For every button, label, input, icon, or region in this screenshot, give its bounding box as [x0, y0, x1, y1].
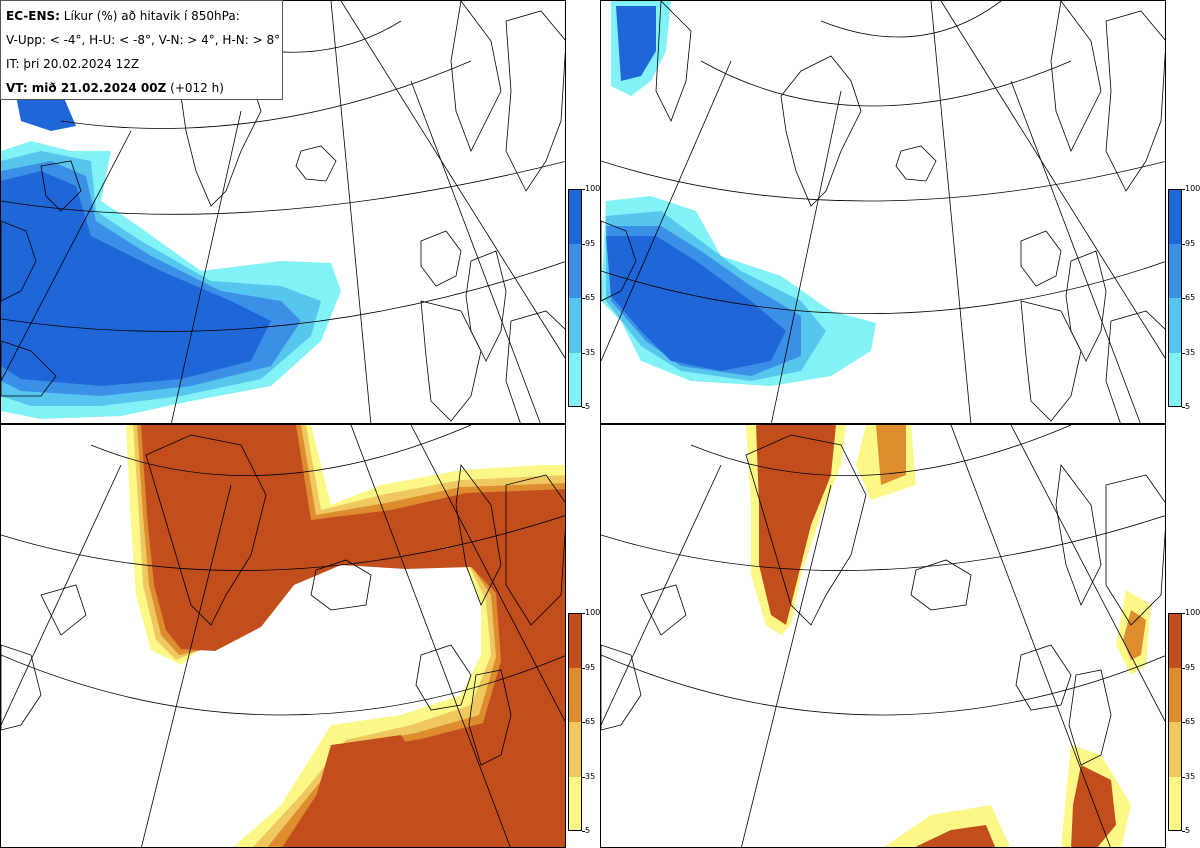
colorbar-tick-mark: [582, 298, 585, 299]
colorbar-tick-mark: [582, 243, 585, 245]
info-initial-time: IT: þri 20.02.2024 12Z: [6, 57, 140, 71]
colorbar-tick-mark: [1182, 667, 1185, 669]
colorbar-tick-label: 100: [1185, 608, 1200, 617]
colorbar-tick-label: 100: [1185, 184, 1200, 193]
info-title: EC-ENS: Líkur (%) að hitavik í 850hPa:: [6, 9, 240, 23]
colorbar-cold-top-right: 100 95 65 35 5: [1168, 185, 1200, 411]
colorbar-tick-mark: [582, 189, 585, 190]
colorbar-tick-label: 65: [585, 293, 596, 302]
colorbar-tick-mark: [582, 613, 585, 614]
prob-area-core-south: [301, 735, 431, 847]
colorbar-segment: [1168, 722, 1182, 777]
colorbar-segment: [568, 722, 582, 777]
colorbar-tick-mark: [582, 776, 585, 778]
colorbar-tick-mark: [1182, 189, 1185, 190]
colorbar-frame: [568, 613, 582, 831]
colorbar-tick-label: 65: [1185, 293, 1196, 302]
map-canvas: [1, 1, 565, 423]
colorbar-tick-mark: [582, 407, 585, 408]
colorbar-tick-mark: [582, 831, 585, 832]
colorbar-tick-mark: [1182, 243, 1185, 245]
colorbar-segment: [568, 352, 582, 407]
coastlines: [1, 1, 565, 423]
prob-area-core-nw: [616, 6, 656, 81]
colorbar-tick-label: 5: [585, 826, 591, 835]
colorbar-segment: [568, 189, 582, 244]
colorbar-segment: [1168, 776, 1182, 831]
colorbar-tick-label: 100: [585, 184, 601, 193]
colorbar-warm-bottom-left: 100 95 65 35 5: [568, 609, 600, 835]
colorbar-tick-mark: [582, 667, 585, 669]
colorbar-tick-label: 35: [585, 347, 596, 357]
colorbar-frame: [1168, 189, 1182, 407]
map-canvas: [1, 425, 565, 847]
colorbar-frame: [568, 189, 582, 407]
map-panel-cold-4: [0, 0, 566, 424]
graticule: [1, 1, 565, 423]
colorbar-tick-label: 95: [1185, 238, 1196, 248]
colorbar-tick-mark: [582, 722, 585, 723]
colorbar-segment: [568, 298, 582, 353]
prob-area-core: [1, 171, 271, 386]
colorbar-tick-label: 95: [585, 662, 596, 672]
colorbar-tick-label: 5: [585, 402, 591, 411]
prob-area-core: [756, 425, 836, 625]
colorbar-segment: [568, 776, 582, 831]
colorbar-tick-mark: [1182, 831, 1185, 832]
colorbar-segment: [568, 613, 582, 668]
colorbar-tick-label: 5: [1185, 826, 1191, 835]
colorbar-tick-mark: [582, 352, 585, 354]
colorbar-cold-top-left: 100 95 65 35 5: [568, 185, 600, 411]
colorbar-tick-label: 65: [585, 717, 596, 726]
colorbar-tick-mark: [1182, 352, 1185, 354]
info-box: EC-ENS: Líkur (%) að hitavik í 850hPa: V…: [0, 0, 283, 100]
colorbar-segment: [1168, 243, 1182, 298]
coastlines: [601, 434, 1165, 766]
map-canvas: [601, 1, 1165, 423]
colorbar-tick-label: 95: [585, 238, 596, 248]
graticule: [1, 425, 565, 847]
map-panel-warm-4: [0, 424, 566, 848]
colorbar-tick-mark: [1182, 407, 1185, 408]
graticule: [601, 425, 1165, 847]
colorbar-warm-bottom-right: 100 95 65 35 5: [1168, 609, 1200, 835]
prob-area-core: [606, 236, 786, 371]
colorbar-tick-mark: [1182, 722, 1185, 723]
colorbar-segment: [1168, 667, 1182, 722]
info-thresholds: V-Upp: < -4°, H-U: < -8°, V-N: > 4°, H-N…: [6, 33, 281, 47]
info-valid-time: VT: mið 21.02.2024 00Z (+012 h): [6, 81, 224, 95]
colorbar-tick-label: 35: [1185, 771, 1196, 781]
map-panel-cold-8: [600, 0, 1166, 424]
colorbar-frame: [1168, 613, 1182, 831]
map-canvas: [601, 425, 1165, 847]
colorbar-tick-mark: [1182, 298, 1185, 299]
colorbar-tick-label: 35: [585, 771, 596, 781]
prob-area-core-sw: [915, 825, 996, 847]
colorbar-tick-mark: [1182, 613, 1185, 614]
colorbar-tick-label: 65: [1185, 717, 1196, 726]
colorbar-segment: [568, 243, 582, 298]
colorbar-segment: [1168, 189, 1182, 244]
colorbar-segment: [568, 667, 582, 722]
colorbar-tick-label: 35: [1185, 347, 1196, 357]
colorbar-tick-label: 5: [1185, 402, 1191, 411]
colorbar-tick-label: 100: [585, 608, 601, 617]
prob-area-core-scand: [1123, 610, 1146, 660]
prob-area-core: [141, 425, 565, 847]
colorbar-segment: [1168, 613, 1182, 668]
map-panel-warm-8: [600, 424, 1166, 848]
colorbar-segment: [1168, 352, 1182, 407]
colorbar-segment: [1168, 298, 1182, 353]
graticule: [601, 1, 1165, 423]
colorbar-tick-label: 95: [1185, 662, 1196, 672]
prob-area-high-north: [876, 425, 906, 485]
prob-area-core-south: [1071, 765, 1116, 847]
coastlines: [1, 434, 565, 766]
coastlines: [601, 1, 1165, 423]
colorbar-tick-mark: [1182, 776, 1185, 778]
